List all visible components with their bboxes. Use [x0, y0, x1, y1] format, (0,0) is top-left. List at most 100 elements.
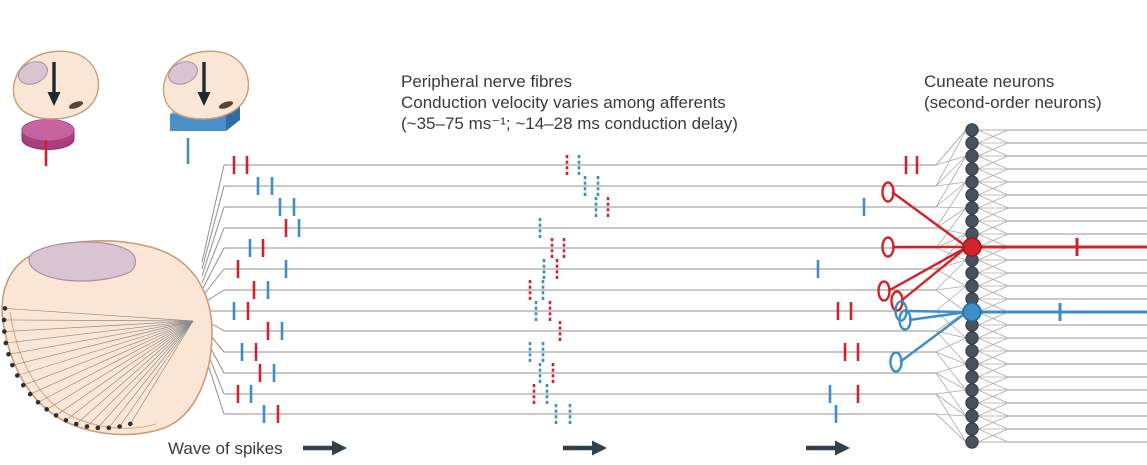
network-layer	[201, 123, 1147, 449]
red-synaptic-bouton	[877, 280, 891, 302]
cuneate-neuron	[965, 136, 979, 150]
receptor-ending	[127, 421, 133, 427]
cuneate-neuron	[965, 435, 979, 449]
wave-arrows-layer	[303, 440, 850, 456]
peripheral-fibres-title: Peripheral nerve fibres	[401, 72, 572, 91]
wave-arrow-head	[592, 440, 607, 456]
red-synaptic-bouton	[881, 181, 895, 203]
afferent-to-cuneate-link	[935, 389, 967, 395]
receptor-ending	[27, 391, 33, 397]
fingernail	[28, 241, 136, 282]
receptor-axon	[37, 320, 194, 403]
cuneate-output-link	[977, 233, 1009, 248]
receptor-axon	[46, 320, 194, 410]
cuneate-output-link	[977, 285, 1009, 300]
receptor-ending	[20, 382, 26, 388]
afferent-to-cuneate-link	[935, 413, 967, 443]
cuneate-output-link	[977, 337, 1009, 352]
receptor-ending	[53, 413, 59, 418]
receptor-ending	[63, 418, 69, 423]
afferent-to-cuneate-link	[935, 181, 967, 187]
afferent-to-cuneate-link	[935, 259, 967, 291]
fibre-fan-segment	[201, 227, 225, 284]
receptor-ending	[84, 424, 90, 429]
afferent-to-cuneate-link	[935, 330, 967, 365]
wave-arrow-head	[332, 440, 347, 456]
afferent-to-cuneate-link	[935, 181, 967, 208]
fingernail-small	[168, 61, 198, 85]
afferent-to-cuneate-link	[935, 207, 967, 229]
receptor-axon	[119, 320, 194, 427]
receptor-axon	[23, 320, 194, 386]
cuneate-neuron	[965, 266, 979, 280]
cuneate-output-link	[977, 272, 1009, 287]
afferent-to-cuneate-link	[935, 181, 967, 229]
cuneate-output-link	[977, 181, 1009, 196]
afferent-to-cuneate-link	[935, 372, 967, 417]
red-cuneate-neuron	[962, 237, 982, 257]
cuneate-neuron	[965, 162, 979, 176]
cuneate-neuron	[965, 279, 979, 293]
afferent-to-cuneate-link	[935, 285, 967, 291]
afferent-to-cuneate-link	[935, 351, 967, 391]
finger-crease	[218, 101, 234, 109]
receptor-axon	[97, 320, 194, 429]
cuneate-output-link	[977, 298, 1009, 313]
red-synaptic-link	[887, 245, 968, 293]
receptor-ending	[44, 407, 49, 412]
cuneate-neuron	[965, 123, 979, 137]
fingertip-outline	[1, 240, 213, 436]
red-synaptic-bouton	[881, 236, 895, 258]
wave-of-spikes-label: Wave of spikes	[168, 439, 283, 458]
cuneate-neuron	[965, 175, 979, 189]
receptor-axon	[4, 308, 194, 322]
cuneate-neuron	[965, 422, 979, 436]
fibre-fan-segment	[201, 206, 225, 277]
afferent-to-cuneate-link	[935, 285, 967, 312]
afferent-to-cuneate-link	[935, 289, 967, 313]
afferent-to-cuneate-link	[935, 372, 967, 391]
afferent-to-cuneate-link	[935, 155, 967, 187]
cuneate-output-link	[977, 311, 1009, 326]
finger-crease	[68, 101, 84, 109]
cuneate-output-link	[977, 220, 1009, 235]
receptor-ending	[95, 425, 101, 431]
afferent-to-cuneate-link	[935, 337, 967, 353]
fingertip-small-dome	[12, 50, 100, 120]
conduction-delay-note: (~35–75 ms⁻¹; ~14–28 ms conduction delay…	[401, 114, 738, 133]
receptor-ending	[2, 329, 7, 334]
afferent-to-cuneate-link	[935, 233, 967, 249]
cuneate-neuron	[965, 188, 979, 202]
receptor-axon	[17, 320, 194, 376]
afferent-to-cuneate-link	[935, 413, 967, 417]
receptor-axon	[65, 320, 194, 421]
fibre-fan-segment	[201, 247, 225, 291]
cuneate-neuron	[965, 149, 979, 163]
dome-stimulus-top	[22, 119, 74, 141]
afferent-to-cuneate-link	[935, 393, 967, 417]
afferent-to-cuneate-link	[935, 363, 967, 374]
receptor-ending	[2, 306, 8, 311]
receptor-axon	[108, 320, 194, 429]
afferent-to-cuneate-link	[935, 155, 967, 208]
receptor-ending	[14, 373, 20, 378]
receptor-axon	[4, 320, 194, 332]
blue-synaptic-link	[899, 311, 968, 363]
cuneate-output-link	[977, 194, 1009, 209]
wave-arrow-head	[835, 440, 850, 456]
cuneate-neuron	[965, 409, 979, 423]
cuneate-neurons-title: Cuneate neurons	[924, 72, 1054, 91]
cuneate-output-link	[977, 129, 1009, 144]
cuneate-output-link	[977, 168, 1009, 183]
cuneate-output-link	[977, 363, 1009, 378]
stimulus-box-panel	[162, 50, 250, 164]
afferent-to-cuneate-link	[935, 207, 967, 249]
cuneate-neuron	[965, 214, 979, 228]
afferent-to-cuneate-link	[935, 129, 967, 187]
receptor-axon	[30, 320, 194, 395]
stimulus-dome-panel	[12, 50, 100, 166]
cuneate-neuron	[965, 357, 979, 371]
afferent-to-cuneate-link	[935, 268, 967, 287]
